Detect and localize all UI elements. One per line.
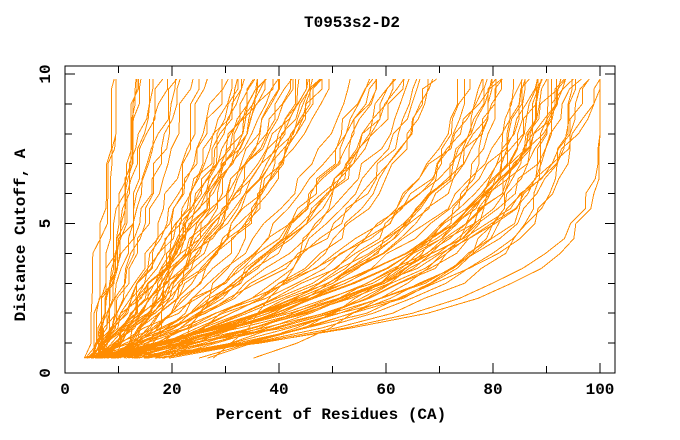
- model-curve: [107, 79, 459, 359]
- model-curve: [91, 78, 267, 359]
- model-curve: [115, 79, 323, 359]
- model-curve: [207, 79, 497, 359]
- model-curve: [91, 78, 178, 359]
- model-curve: [97, 79, 139, 359]
- model-curve: [91, 78, 164, 359]
- model-curve: [155, 79, 549, 359]
- model-curve: [168, 79, 296, 359]
- x-tick-label: 0: [60, 381, 70, 399]
- model-curve: [169, 79, 577, 359]
- model-curve: [98, 79, 394, 359]
- model-curve: [83, 79, 117, 359]
- model-curve: [98, 79, 330, 359]
- model-curve: [93, 79, 242, 359]
- y-tick-label: 0: [37, 368, 55, 378]
- model-curve: [92, 78, 229, 359]
- model-curve: [106, 78, 523, 359]
- model-curve: [96, 79, 573, 359]
- model-curve: [102, 79, 405, 359]
- model-curve: [93, 78, 115, 359]
- model-curve: [92, 79, 307, 359]
- model-curve: [97, 78, 574, 359]
- model-curve: [111, 78, 503, 359]
- model-curve: [91, 79, 493, 359]
- model-curve: [103, 78, 208, 359]
- model-curve: [144, 79, 526, 359]
- model-curve: [213, 79, 377, 359]
- y-tick-label: 10: [37, 64, 55, 83]
- tick-labels: 0 20 40 60 80 100 0 5 10: [37, 64, 614, 399]
- model-curves: [83, 78, 601, 359]
- model-curve: [113, 79, 239, 359]
- x-tick-label: 100: [586, 381, 615, 399]
- model-curve: [98, 79, 137, 359]
- model-curve: [103, 78, 601, 359]
- model-curve: [90, 79, 154, 359]
- model-curve: [85, 78, 378, 359]
- model-curve: [96, 79, 223, 359]
- model-curve: [89, 78, 181, 359]
- model-curve: [198, 78, 497, 359]
- model-curve: [90, 78, 194, 359]
- model-curve: [102, 79, 311, 359]
- x-tick-label: 20: [162, 381, 181, 399]
- model-curve: [94, 78, 395, 359]
- model-curve: [135, 78, 374, 359]
- model-curve: [162, 78, 590, 359]
- x-axis-label: Percent of Residues (CA): [215, 406, 447, 424]
- model-curve: [163, 78, 582, 359]
- x-tick-label: 80: [483, 381, 502, 399]
- model-curve: [161, 79, 553, 359]
- model-curve: [85, 79, 142, 359]
- chart-title: T0953s2-D2: [303, 14, 401, 32]
- y-tick-label: 5: [37, 219, 55, 229]
- model-curve: [116, 79, 465, 359]
- model-curve: [100, 78, 562, 359]
- model-curve: [117, 78, 410, 359]
- model-curve: [125, 78, 565, 359]
- model-curve: [132, 78, 434, 359]
- model-curve: [138, 79, 429, 359]
- model-curve: [95, 78, 267, 359]
- model-curve: [86, 79, 523, 359]
- model-curve: [112, 79, 601, 359]
- axes-frame: [64, 65, 616, 374]
- model-curve: [97, 79, 266, 359]
- model-curve: [91, 79, 300, 359]
- model-curve: [97, 78, 238, 359]
- model-curve: [132, 78, 370, 359]
- x-tick-label: 60: [376, 381, 395, 399]
- model-curve: [101, 78, 421, 359]
- model-curve: [103, 78, 279, 359]
- x-tick-label: 40: [269, 381, 288, 399]
- model-curve: [143, 78, 530, 359]
- model-curve: [128, 78, 351, 359]
- model-curve: [124, 78, 322, 359]
- model-curve: [95, 78, 590, 359]
- model-curve: [134, 78, 418, 359]
- model-curve: [110, 78, 567, 359]
